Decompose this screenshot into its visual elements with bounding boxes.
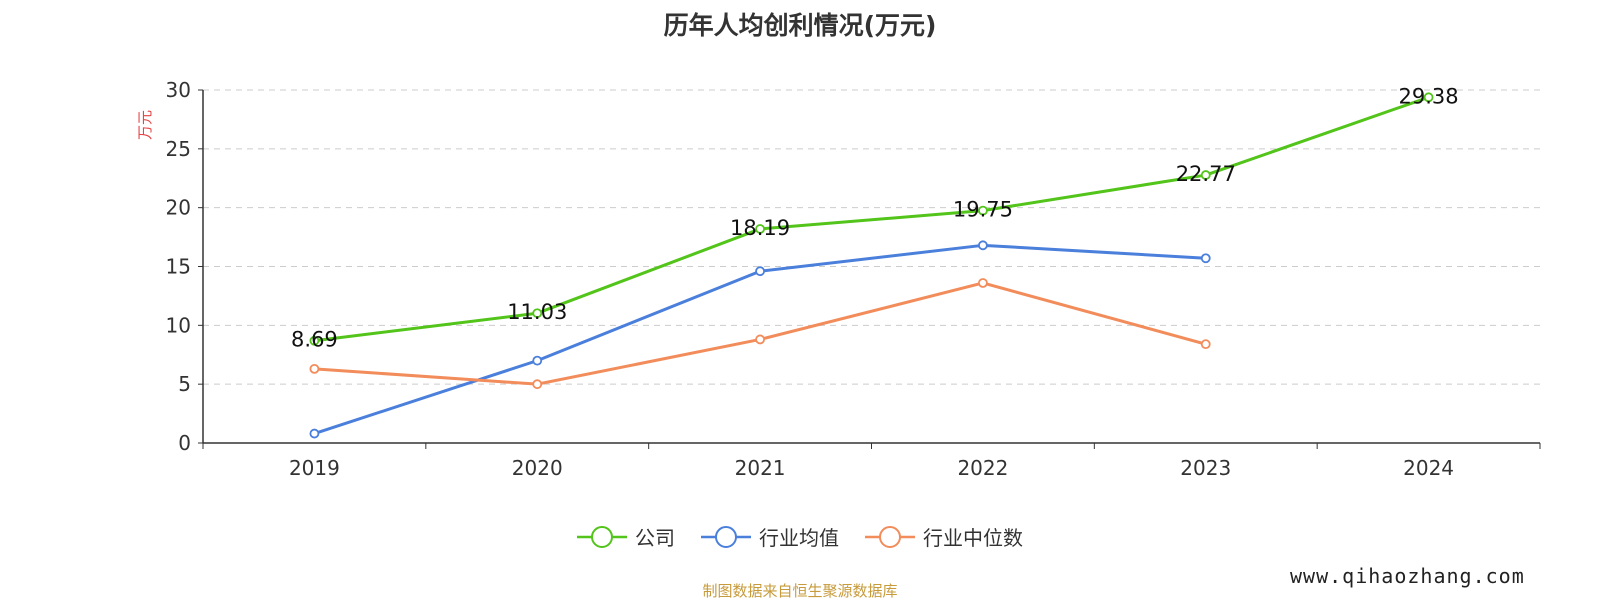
x-tick-label: 2022 [957,456,1008,480]
data-point [309,428,320,439]
data-point [978,205,988,216]
data-point [532,379,543,390]
legend-circle [879,525,901,548]
legend-circle [715,525,737,548]
data-point [532,308,543,319]
legend-label: 行业中位数 [923,526,1023,550]
data-label: 19.75 [953,198,1013,222]
data-point [1200,170,1211,180]
x-tick-label: 2024 [1403,456,1454,480]
legend-item[interactable]: 行业中位数 [865,522,1023,551]
data-point [1200,339,1211,350]
series-lines [309,92,1434,439]
legend-label: 公司 [635,526,675,550]
data-point [755,224,765,234]
watermark: www.qihaozhang.com [1290,564,1525,588]
legend-label: 行业均值 [759,526,839,550]
data-point [978,240,988,251]
y-tick-label: 30 [166,78,191,102]
gridlines [203,89,1540,385]
legend-marker-icon [577,525,627,548]
legend-circle [591,525,613,548]
source-note: 制图数据来自恒生聚源数据库 [702,582,898,600]
y-tick-label: 20 [166,196,191,220]
data-label: 8.69 [291,328,338,352]
chart-title: 历年人均创利情况(万元) [663,11,937,40]
data-label: 11.03 [507,300,567,324]
legend-item[interactable]: 公司 [577,522,675,551]
data-point [755,266,765,277]
data-point [978,278,988,288]
data-labels: 8.69 11.03 18.19 19.75 22.77 29.38 [291,84,1459,351]
data-point [309,363,320,374]
data-point [532,355,543,366]
x-tick-label: 2019 [289,456,340,480]
data-label: 18.19 [730,216,790,240]
data-point [309,335,320,346]
legend-marker-icon [865,525,915,548]
legend-item[interactable]: 行业均值 [701,522,839,551]
x-tick-label: 2023 [1180,456,1231,480]
data-point [1200,253,1211,264]
y-axis-label: 万元 [136,110,154,140]
data-point [755,334,765,345]
y-tick-label: 5 [178,372,191,396]
legend-marker-icon [701,525,751,548]
axes: 0 5 10 15 20 25 30 万元 2019 2020 2021 2022 2023 2024 [136,78,1541,480]
x-tick-label: 2020 [512,456,563,480]
data-label: 22.77 [1176,162,1236,186]
data-point [1423,92,1434,103]
y-tick-label: 0 [178,431,191,455]
y-tick-label: 15 [166,255,191,279]
legend: 公司 行业均值 行业中位数 [0,522,1600,551]
y-tick-label: 10 [166,313,191,337]
data-label: 29.38 [1399,84,1459,108]
y-tick-label: 25 [166,137,191,161]
series-line-2 [314,281,1207,386]
x-tick-label: 2021 [735,456,786,480]
series-line-0 [314,95,1430,343]
